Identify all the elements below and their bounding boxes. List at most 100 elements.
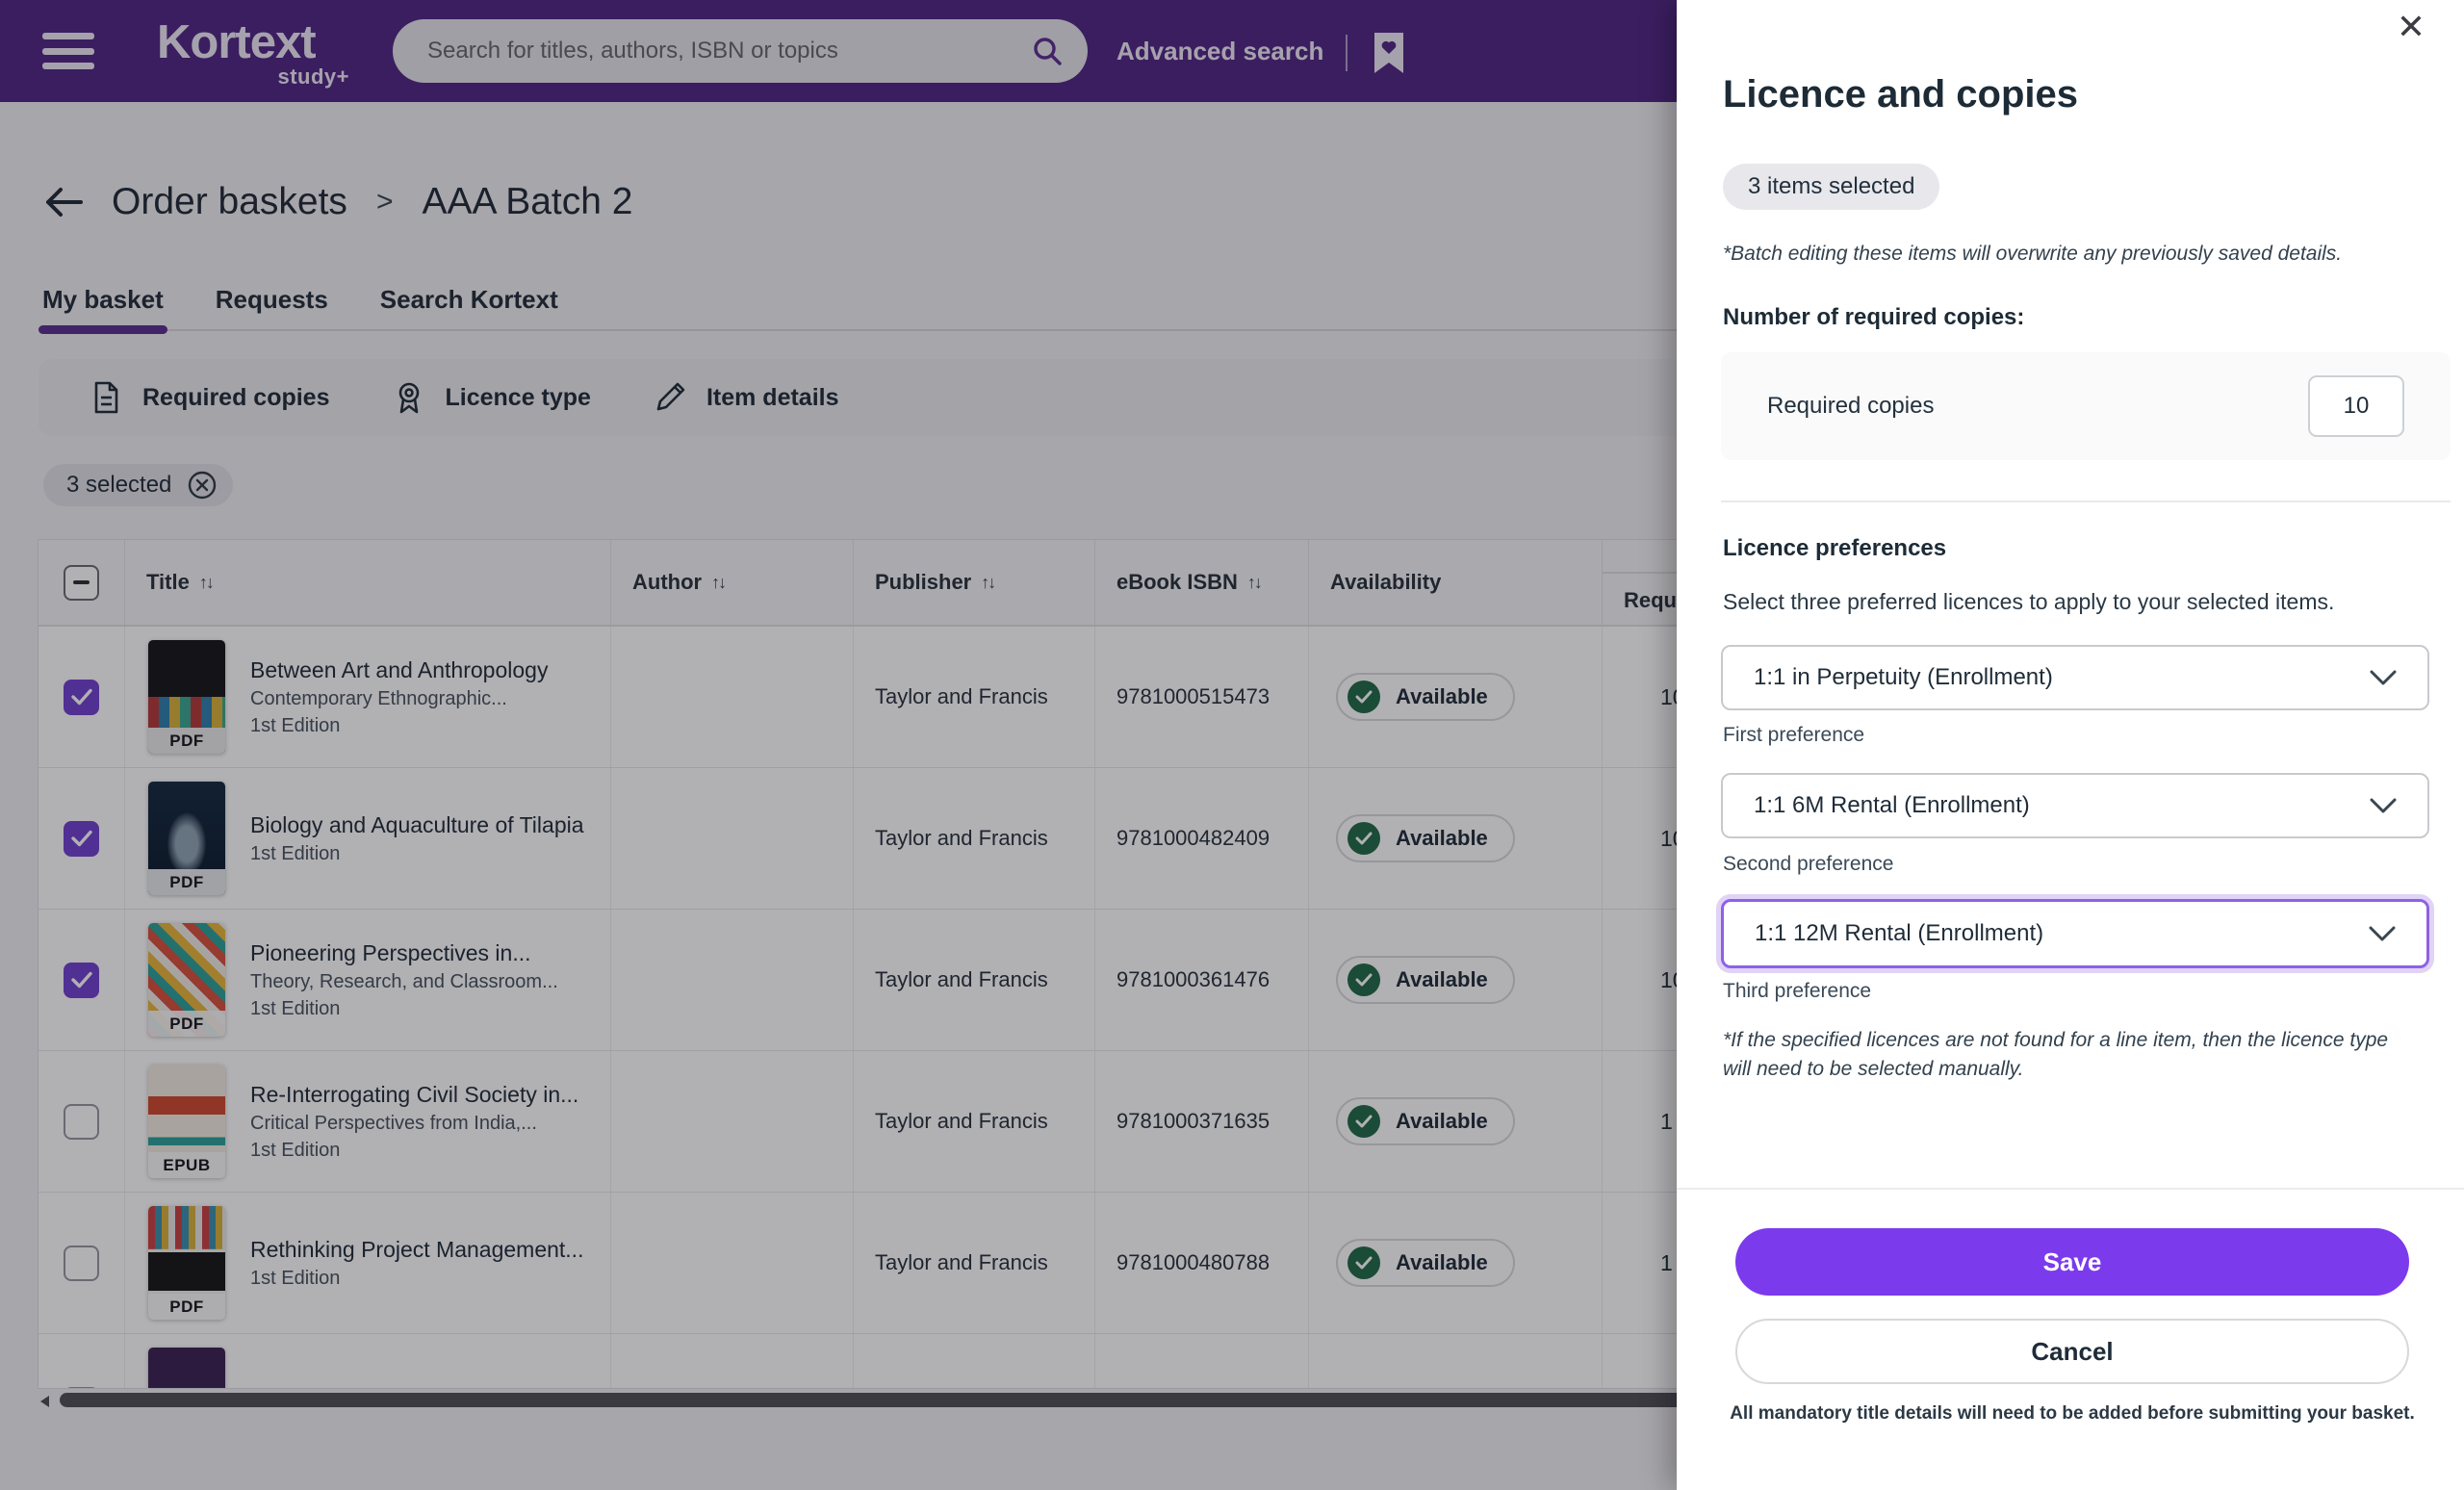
book-cover[interactable]: EPUB xyxy=(148,1065,225,1178)
row-checkbox[interactable] xyxy=(64,1103,99,1140)
author-cell xyxy=(610,1334,853,1388)
publisher-cell: Taylor and Francis xyxy=(853,768,1094,909)
licence-type-button[interactable]: Licence type xyxy=(392,380,591,415)
check-icon xyxy=(70,688,92,706)
isbn-cell: 9781000482409 xyxy=(1094,768,1308,909)
licence-type-label: Licence type xyxy=(445,383,591,411)
publisher-cell: Taylor and Francis xyxy=(853,910,1094,1050)
book-title[interactable]: Rethinking Project Management... xyxy=(250,1236,584,1262)
isbn-cell: 9781000361476 xyxy=(1094,910,1308,1050)
column-header-author[interactable]: Author ↑↓ xyxy=(610,540,853,625)
column-header-isbn[interactable]: eBook ISBN ↑↓ xyxy=(1094,540,1308,625)
book-title[interactable]: Pioneering Perspectives in... xyxy=(250,939,531,965)
required-copies-label: Required copies xyxy=(142,383,330,411)
book-cover[interactable]: PDF xyxy=(148,782,225,895)
required-copies-input[interactable] xyxy=(2308,375,2404,437)
available-check-icon xyxy=(1348,1105,1380,1138)
sort-arrows-icon[interactable]: ↑↓ xyxy=(198,572,215,592)
author-cell xyxy=(610,627,853,767)
copies-heading: Number of required copies: xyxy=(1723,304,2025,330)
author-cell xyxy=(610,1193,853,1333)
header-divider xyxy=(1346,35,1348,71)
column-header-title[interactable]: Title ↑↓ xyxy=(124,540,610,625)
row-checkbox[interactable] xyxy=(64,962,99,998)
available-check-icon xyxy=(1348,822,1380,855)
book-subtitle: Theory, Research, and Classroom... xyxy=(250,970,558,992)
hamburger-menu-icon[interactable] xyxy=(42,33,94,69)
chevron-down-icon xyxy=(2369,926,2396,941)
column-header-publisher[interactable]: Publisher ↑↓ xyxy=(853,540,1094,625)
availability-badge: Available xyxy=(1336,673,1515,721)
search-icon[interactable] xyxy=(1030,34,1065,68)
licence-preferences-instruction: Select three preferred licences to apply… xyxy=(1723,589,2335,614)
tab-requests[interactable]: Requests xyxy=(215,285,328,314)
back-arrow-icon[interactable] xyxy=(42,185,85,219)
publisher-cell: Taylor and Francis xyxy=(853,1193,1094,1333)
close-icon[interactable]: ✕ xyxy=(2396,7,2426,46)
kortext-logo[interactable]: Kortext study+ xyxy=(157,19,349,90)
third-preference-label: Third preference xyxy=(1723,980,1872,1002)
breadcrumb: Order baskets > AAA Batch 2 xyxy=(42,181,632,223)
book-cover[interactable]: PDF xyxy=(148,640,225,754)
row-checkbox[interactable] xyxy=(64,679,99,715)
book-title[interactable]: Between Art and Anthropology xyxy=(250,656,549,682)
licence-badge-icon xyxy=(398,382,419,414)
tab-my-basket[interactable]: My basket xyxy=(38,273,167,334)
check-icon xyxy=(70,830,92,847)
isbn-cell: 9781000515473 xyxy=(1094,627,1308,767)
bookmark-heart-icon[interactable] xyxy=(1371,31,1407,75)
selection-chip: 3 selected xyxy=(43,464,234,506)
table-row: The SAGE Handbook of T... xyxy=(38,1334,2425,1388)
save-button[interactable]: Save xyxy=(1735,1228,2409,1296)
licence-fallback-note: *If the specified licences are not found… xyxy=(1723,1029,2389,1081)
third-preference-select[interactable]: 1:1 12M Rental (Enrollment) xyxy=(1721,899,2429,968)
advanced-search-link[interactable]: Advanced search xyxy=(1116,36,1324,65)
column-header-availability: Availability xyxy=(1308,540,1602,625)
isbn-cell xyxy=(1094,1334,1308,1388)
document-icon xyxy=(94,381,118,414)
pencil-icon xyxy=(656,382,685,411)
book-title[interactable]: Re-Interrogating Civil Society in... xyxy=(250,1081,579,1107)
required-copies-cell[interactable]: 1 xyxy=(1602,1193,2425,1333)
tab-search-kortext[interactable]: Search Kortext xyxy=(379,285,558,314)
row-checkbox[interactable] xyxy=(64,1245,99,1281)
cancel-button[interactable]: Cancel xyxy=(1735,1319,2409,1384)
book-subtitle: Contemporary Ethnographic... xyxy=(250,687,507,709)
sort-arrows-icon[interactable]: ↑↓ xyxy=(711,572,727,592)
book-edition: 1st Edition xyxy=(250,714,341,736)
logo-subtext: study+ xyxy=(277,64,349,89)
scroll-left-arrow-icon[interactable] xyxy=(40,1396,49,1407)
items-selected-badge: 3 items selected xyxy=(1723,164,1940,210)
select-all-checkbox[interactable] xyxy=(64,564,99,601)
row-checkbox[interactable] xyxy=(64,820,99,857)
author-cell xyxy=(610,768,853,909)
first-preference-label: First preference xyxy=(1723,724,1865,746)
required-copies-cell[interactable]: 1 xyxy=(1602,1051,2425,1192)
selection-count: 3 selected xyxy=(66,472,172,498)
item-details-button[interactable]: Item details xyxy=(653,380,839,415)
licence-preferences-heading: Licence preferences xyxy=(1723,535,1947,561)
table-row: EPUB Re-Interrogating Civil Society in..… xyxy=(38,1051,2425,1193)
second-preference-select[interactable]: 1:1 6M Rental (Enrollment) xyxy=(1721,773,2429,838)
required-copies-field-label: Required copies xyxy=(1767,393,1935,419)
book-title[interactable]: Biology and Aquaculture of Tilapia xyxy=(250,811,584,837)
breadcrumb-section[interactable]: Order baskets xyxy=(112,181,347,222)
footer-divider xyxy=(1677,1188,2464,1190)
book-cover[interactable]: PDF xyxy=(148,923,225,1037)
author-cell xyxy=(610,1051,853,1192)
breadcrumb-current: AAA Batch 2 xyxy=(422,181,633,222)
format-badge: PDF xyxy=(148,728,225,754)
table-row: PDF Between Art and Anthropology Contempo… xyxy=(38,627,2425,768)
sort-arrows-icon[interactable]: ↑↓ xyxy=(981,572,996,592)
circle-x-icon[interactable] xyxy=(187,470,218,501)
book-edition: 1st Edition xyxy=(250,1139,341,1161)
availability-badge: Available xyxy=(1336,814,1515,862)
book-cover[interactable] xyxy=(148,1348,225,1388)
sort-arrows-icon[interactable]: ↑↓ xyxy=(1246,572,1263,592)
search-bar[interactable] xyxy=(393,19,1088,83)
required-copies-button[interactable]: Required copies xyxy=(89,380,330,415)
search-input[interactable] xyxy=(427,38,1030,64)
book-cover[interactable]: PDF xyxy=(148,1206,225,1320)
first-preference-select[interactable]: 1:1 in Perpetuity (Enrollment) xyxy=(1721,645,2429,710)
